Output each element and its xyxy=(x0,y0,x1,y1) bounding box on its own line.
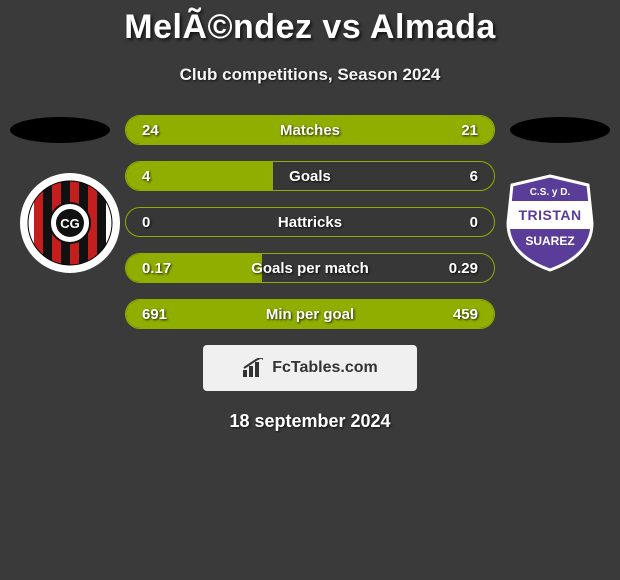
stat-label: Hattricks xyxy=(150,214,469,231)
stat-bars: 24Matches21 4Goals6 0Hattricks0 0.17Goals p… xyxy=(125,115,495,329)
stat-right-value: 0 xyxy=(470,214,478,231)
stat-bar-text: 691Min per goal459 xyxy=(126,300,494,328)
stat-left-value: 24 xyxy=(142,122,159,139)
stat-left-value: 0.17 xyxy=(142,260,171,277)
team-badge-right: C.S. y D. TRISTAN SUAREZ xyxy=(500,173,600,273)
stat-label: Min per goal xyxy=(167,306,453,323)
stat-row: 0.17Goals per match0.29 xyxy=(125,253,495,283)
stat-row: 4Goals6 xyxy=(125,161,495,191)
shadow-right xyxy=(510,117,610,143)
watermark-text: FcTables.com xyxy=(272,359,378,377)
stat-bar-text: 4Goals6 xyxy=(126,162,494,190)
team-badge-left: CG xyxy=(20,173,120,273)
comparison-area: CG C.S. y D. TRISTAN SUAREZ 24Matches21 4… xyxy=(0,115,620,432)
watermark: FcTables.com xyxy=(203,345,417,391)
stat-right-value: 459 xyxy=(453,306,478,323)
svg-text:SUAREZ: SUAREZ xyxy=(525,234,574,248)
stat-label: Goals xyxy=(150,168,469,185)
svg-text:TRISTAN: TRISTAN xyxy=(518,207,581,223)
stat-bar-text: 24Matches21 xyxy=(126,116,494,144)
svg-text:C.S. y D.: C.S. y D. xyxy=(530,187,571,198)
stat-bar-text: 0.17Goals per match0.29 xyxy=(126,254,494,282)
stat-right-value: 6 xyxy=(470,168,478,185)
svg-text:CG: CG xyxy=(60,216,80,231)
snapshot-date: 18 september 2024 xyxy=(0,411,620,432)
stat-left-value: 691 xyxy=(142,306,167,323)
stat-row: 24Matches21 xyxy=(125,115,495,145)
stat-right-value: 0.29 xyxy=(449,260,478,277)
stat-row: 0Hattricks0 xyxy=(125,207,495,237)
stat-row: 691Min per goal459 xyxy=(125,299,495,329)
stat-left-value: 4 xyxy=(142,168,150,185)
stat-bar-text: 0Hattricks0 xyxy=(126,208,494,236)
stat-left-value: 0 xyxy=(142,214,150,231)
stat-right-value: 21 xyxy=(461,122,478,139)
page-title: MelÃ©ndez vs Almada xyxy=(0,8,620,47)
page-subtitle: Club competitions, Season 2024 xyxy=(0,65,620,85)
shadow-left xyxy=(10,117,110,143)
stat-label: Goals per match xyxy=(171,260,449,277)
stat-label: Matches xyxy=(159,122,462,139)
